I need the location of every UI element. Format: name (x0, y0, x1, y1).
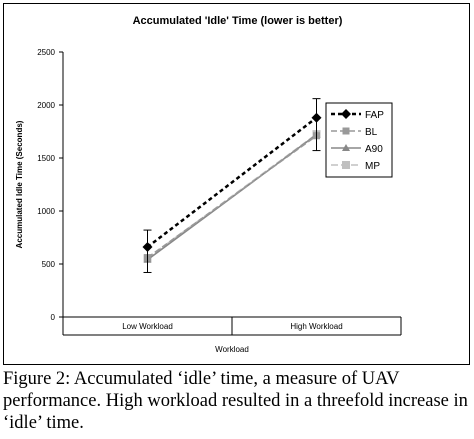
x-tick-label: High Workload (290, 322, 342, 331)
x-axis-title: Workload (215, 345, 249, 354)
chart-svg: 0 500 1000 1500 2000 2500 Low Workload High Wor… (15, 48, 402, 354)
figure-caption: Figure 2: Accumulated ‘idle’ time, a mea… (3, 369, 468, 433)
x-tick-label: Low Workload (122, 322, 173, 331)
y-tick-label: 2000 (37, 101, 55, 110)
series-bl (144, 132, 320, 262)
y-tick-label: 2500 (37, 48, 55, 57)
series-line (146, 116, 318, 249)
legend-label: MP (365, 161, 380, 172)
legend-label: A90 (365, 144, 383, 155)
legend-marker (341, 109, 351, 119)
series-line (147, 135, 317, 259)
legend-label: BL (365, 127, 378, 138)
legend-marker (342, 127, 350, 135)
legend-marker (342, 161, 350, 169)
y-tick-label: 500 (42, 260, 56, 269)
legend: FAP BL A90 MP (325, 102, 393, 178)
data-point (311, 112, 322, 123)
y-tick-label: 1000 (37, 207, 55, 216)
data-point (142, 242, 153, 253)
legend-label: FAP (365, 110, 384, 121)
y-tick-label: 1500 (37, 154, 55, 163)
legend-marker (342, 144, 350, 151)
series-fap (142, 98, 322, 273)
y-axis-title: Accumulated Idle Time (Seconds) (15, 120, 24, 248)
figure-frame: Accumulated 'Idle' Time (lower is better… (3, 3, 470, 365)
y-tick-label: 0 (51, 313, 56, 322)
chart-title: Accumulated 'Idle' Time (lower is better… (132, 15, 343, 27)
